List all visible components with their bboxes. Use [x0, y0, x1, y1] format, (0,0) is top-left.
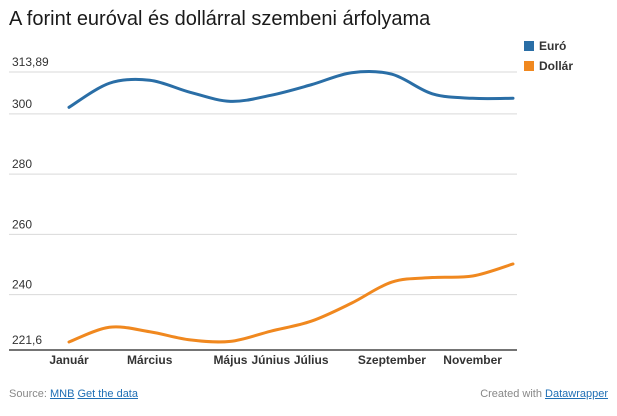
legend-swatch-dollar	[524, 61, 534, 71]
created-prefix: Created with	[480, 388, 542, 400]
chart-legend: Euró Dollár	[524, 36, 573, 76]
x-tick-label: Március	[127, 353, 173, 367]
x-tick-label: Január	[49, 353, 89, 367]
get-data-link[interactable]: Get the data	[77, 388, 138, 400]
series-line-dollar	[67, 262, 515, 344]
source-line: Source: MNB Get the data	[9, 388, 138, 400]
x-tick-label: Július	[294, 353, 329, 367]
x-tick-label: November	[443, 353, 502, 367]
x-tick-label: Június	[251, 353, 290, 367]
source-prefix: Source:	[9, 388, 47, 400]
legend-swatch-euro	[524, 41, 534, 51]
legend-item-dollar: Dollár	[524, 56, 573, 76]
datawrapper-link[interactable]: Datawrapper	[545, 388, 608, 400]
legend-label-euro: Euró	[539, 39, 567, 53]
y-tick-label: 221,6	[12, 333, 42, 347]
y-tick-label: 313,89	[12, 55, 49, 69]
x-tick-label: Május	[213, 353, 247, 367]
series-line-euro	[67, 69, 515, 109]
legend-item-euro: Euró	[524, 36, 573, 56]
source-link[interactable]: MNB	[49, 388, 75, 400]
line-chart: 221,6 240 260 280 300 313,89 Január Március Máju…	[9, 55, 517, 367]
y-tick-label: 240	[12, 278, 32, 292]
legend-label-dollar: Dollár	[539, 59, 574, 73]
chart-footer: Source: MNB Get the data Created with Dat…	[9, 388, 608, 400]
credit-line: Created with Datawrapper	[480, 388, 608, 400]
y-tick-label: 260	[12, 217, 32, 231]
y-tick-label: 280	[12, 157, 32, 171]
x-tick-label: Szeptember	[358, 353, 426, 367]
y-tick-label: 300	[12, 97, 32, 111]
chart-title: A forint euróval és dollárral szembeni á…	[9, 8, 431, 30]
